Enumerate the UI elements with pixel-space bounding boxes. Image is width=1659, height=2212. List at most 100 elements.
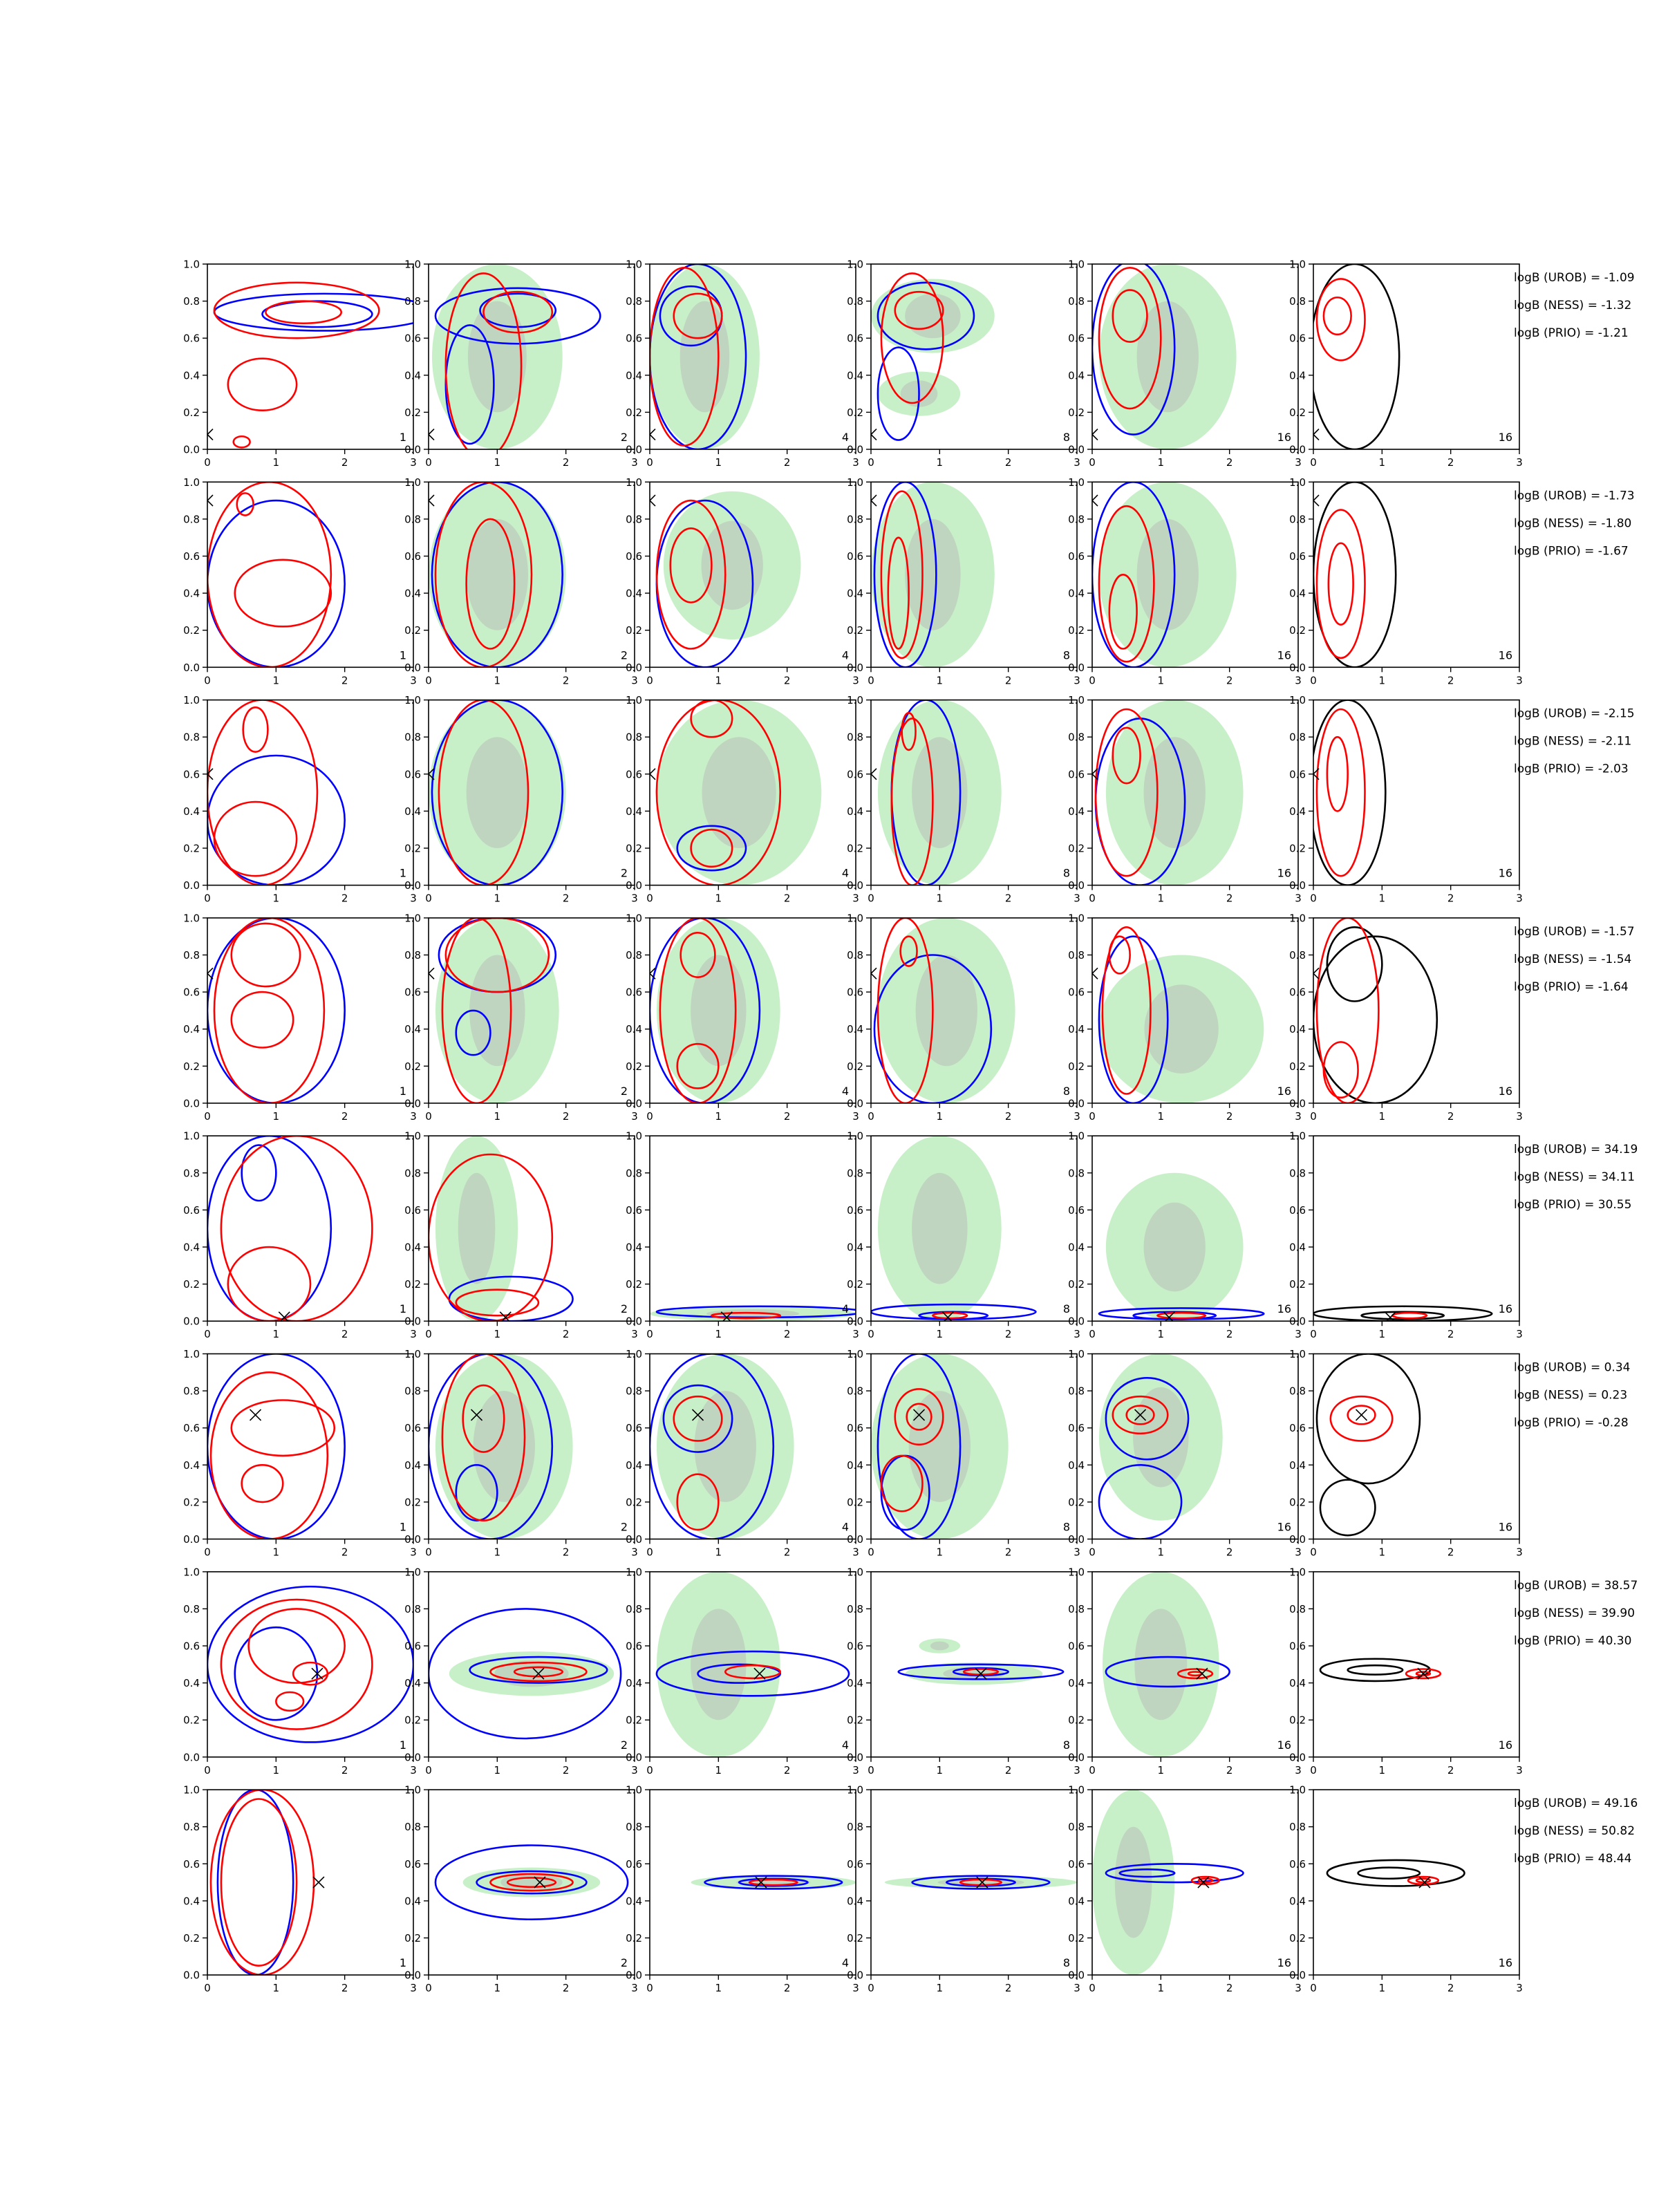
x-tick-label: 1: [273, 674, 280, 686]
y-tick-label: 0.0: [847, 1969, 863, 1982]
x-tick-label: 1: [1379, 1982, 1386, 1994]
panel-r3-c3: 0.00.20.40.60.81.00 1 2 34: [626, 694, 859, 905]
red-contour: [227, 357, 298, 412]
y-tick-label: 1.0: [183, 1784, 200, 1797]
blue-contour: [455, 1464, 498, 1522]
axes-frame: [207, 1571, 414, 1758]
truth-marker: [1092, 967, 1098, 980]
y-tick-label: 0.4: [847, 1241, 863, 1254]
y-tick-label: 1.0: [1289, 1784, 1306, 1797]
x-tick-label: 2: [563, 892, 570, 905]
y-tick-label: 1.0: [404, 1784, 421, 1797]
panel-r1-c6: 0.0 0.2 0.4 0.6 0.8 1.0 0 1 2 3 16: [1289, 259, 1523, 469]
y-tick-label: 1.0: [1289, 259, 1306, 271]
x-tick-label: 0: [1310, 1328, 1317, 1340]
x-tick-label: 3: [410, 674, 417, 686]
plot-area: [897, 1638, 1065, 1685]
axes-frame: [207, 481, 414, 668]
plot-area: [1102, 1571, 1230, 1757]
panel-label: 8: [1063, 1085, 1070, 1098]
y-tick-label: 1.0: [626, 476, 642, 489]
plot-area: [207, 1353, 346, 1539]
logb-stat-r8-3: logB (PRIO) = 48.44: [1514, 1852, 1631, 1866]
black-contour: [1313, 700, 1387, 885]
x-tick-label: 3: [1295, 456, 1302, 469]
x-tick-label: 1: [494, 456, 501, 469]
red-contour: [1322, 1041, 1359, 1099]
green-density-region: [691, 1875, 856, 1890]
y-tick-label: 0.8: [1289, 1603, 1306, 1615]
blue-contour: [676, 825, 747, 872]
x-tick-label: 2: [1226, 456, 1233, 469]
panel-r8-c4: 0.0 0.2 0.4 0.6 0.8 1.0 0 1 2 3 8: [847, 1784, 1080, 1995]
x-tick-label: 1: [715, 1328, 722, 1340]
panel-r5-c1: 0.0 0.2 0.4 0.6 0.8 1.0 0 1 2 3 1: [183, 1130, 417, 1341]
plot-area: [207, 700, 346, 885]
y-tick-label: 0.2: [404, 406, 421, 419]
gray-density-core: [1136, 301, 1199, 413]
green-density-region: [1098, 955, 1264, 1103]
x-tick-label: 1: [1158, 1110, 1165, 1123]
panel-label: 16: [1277, 431, 1291, 444]
y-tick-label: 1.0: [1289, 1566, 1306, 1578]
y-tick-label: 0.4: [1289, 588, 1306, 600]
y-tick-label: 0.6: [847, 550, 863, 563]
logb-stat-r2-2: logB (NESS) = -1.80: [1514, 516, 1631, 530]
red-contour: [506, 1877, 557, 1888]
gray-density-core: [458, 1172, 496, 1284]
x-tick-label: 3: [1516, 1546, 1523, 1559]
gray-density-core: [473, 1391, 535, 1502]
y-tick-label: 0.6: [183, 1204, 200, 1217]
x-tick-label: 3: [631, 674, 638, 686]
green-density-region: [656, 917, 780, 1103]
y-tick-label: 0.0: [404, 879, 421, 892]
red-contour: [213, 917, 326, 1103]
x-tick-label: 1: [1379, 456, 1386, 469]
y-tick-label: 0.2: [1068, 843, 1085, 855]
y-tick-label: 0.0: [847, 1751, 863, 1763]
truth-marker: [429, 967, 435, 980]
x-tick-label: 2: [563, 1328, 570, 1340]
y-tick-label: 0.8: [847, 1167, 863, 1179]
y-tick-label: 0.6: [1289, 1640, 1306, 1653]
y-tick-label: 0.6: [847, 1858, 863, 1871]
plot-area: [1092, 264, 1237, 449]
plot-area: [691, 1875, 856, 1890]
y-tick-label: 0.8: [1289, 1167, 1306, 1179]
panel-label: 2: [621, 1302, 628, 1315]
red-contour: [1101, 926, 1152, 1095]
y-tick-label: 0.6: [1289, 768, 1306, 780]
y-tick-label: 0.6: [1068, 768, 1085, 780]
logb-stat-r1-2: logB (NESS) = -1.32: [1514, 299, 1631, 312]
y-tick-label: 0.6: [404, 550, 421, 563]
logb-stat-r1-1: logB (UROB) = -1.09: [1514, 271, 1635, 285]
truth-marker: [1313, 768, 1320, 780]
y-tick-label: 1.0: [183, 694, 200, 706]
y-tick-label: 0.2: [626, 1496, 642, 1508]
panel-r4-c4: 0.00.20.40.60.81.00 1 2 38: [847, 912, 1080, 1123]
red-contour: [438, 700, 529, 885]
red-contour: [669, 527, 713, 603]
y-tick-label: 0.6: [1068, 1204, 1085, 1217]
panel-label: 2: [621, 648, 628, 662]
x-tick-label: 0: [204, 1328, 211, 1340]
y-tick-label: 1.0: [626, 694, 642, 706]
red-contour: [1415, 1671, 1432, 1677]
y-tick-label: 1.0: [183, 912, 200, 924]
plot-area: [871, 700, 1002, 885]
green-density-region: [431, 264, 563, 449]
logb-stat-r3-1: logB (UROB) = -2.15: [1514, 707, 1635, 721]
x-tick-label: 3: [1074, 1764, 1080, 1777]
x-tick-label: 0: [646, 1982, 653, 1994]
red-contour: [1347, 1405, 1376, 1425]
y-tick-label: 0.2: [183, 843, 200, 855]
panel-label: 2: [621, 1956, 628, 1969]
y-tick-label: 0.4: [404, 1459, 421, 1472]
panel-r6-c2: 0.00.20.40.60.81.00 1 2 32: [404, 1348, 638, 1559]
y-tick-label: 0.0: [1289, 879, 1306, 892]
logb-stat-r5-2: logB (NESS) = 34.11: [1514, 1170, 1635, 1184]
y-tick-label: 0.4: [183, 1895, 200, 1907]
y-tick-label: 0.6: [847, 1422, 863, 1434]
x-tick-label: 1: [273, 1764, 280, 1777]
y-tick-label: 1.0: [1068, 1566, 1085, 1578]
